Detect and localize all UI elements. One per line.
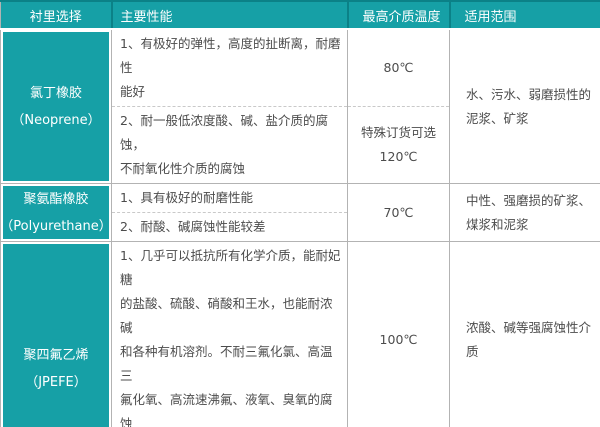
lining-cell-polyurethane: 聚氨酯橡胶 （Polyurethane） — [0, 183, 112, 242]
range-cell: 中性、强磨损的矿浆、 煤浆和泥浆 — [449, 183, 600, 242]
performance-cell: 2、耐酸、碱腐蚀性能较差 — [111, 212, 348, 242]
header-cell-performance: 主要性能 — [110, 0, 348, 30]
table-row: 2、耐酸、碱腐蚀性能较差 — [1, 212, 600, 242]
range-cell: 水、污水、弱磨损性的 泥浆、矿浆 — [449, 29, 600, 184]
performance-cell: 1、几乎可以抵抗所有化学介质，能耐妃糖 的盐酸、硫酸、硝酸和王水，也能耐浓碱 和… — [111, 241, 348, 427]
lining-cell-ptfe: 聚四氟乙烯 （JPEFE） — [0, 241, 112, 427]
performance-cell: 2、耐一般低浓度酸、碱、盐介质的腐蚀， 不耐氧化性介质的腐蚀 — [111, 106, 348, 184]
lining-cell-neoprene: 氯丁橡胶 （Neoprene） — [0, 29, 112, 184]
header-cell-max-temperature: 最高介质温度 — [346, 0, 450, 30]
lining-name: 氯丁橡胶 （Neoprene） — [3, 32, 109, 181]
temperature-cell: 80℃ — [347, 29, 450, 107]
temperature-cell: 100℃ — [347, 241, 450, 427]
lining-name: 聚四氟乙烯 （JPEFE） — [3, 244, 109, 427]
header-cell-lining: 衬里选择 — [0, 0, 112, 30]
temperature-cell: 特殊订货可选 120℃ — [347, 106, 450, 184]
table-row: 聚氨酯橡胶 （Polyurethane） 1、具有极好的耐磨性能 70℃ 中性、… — [0, 183, 600, 242]
range-cell: 浓酸、碱等强腐蚀性介 质 — [449, 241, 600, 427]
performance-cell: 1、具有极好的耐磨性能 — [111, 183, 348, 213]
temperature-cell: 70℃ — [347, 183, 450, 242]
table-row: 2、耐一般低浓度酸、碱、盐介质的腐蚀， 不耐氧化性介质的腐蚀 特殊订货可选 12… — [1, 106, 600, 184]
header-cell-applicable-range: 适用范围 — [448, 0, 600, 30]
table-row: 氯丁橡胶 （Neoprene） 1、有极好的弹性，高度的扯断离，耐磨性 能好 8… — [0, 29, 600, 184]
table-header-row: 衬里选择 主要性能 最高介质温度 适用范围 — [0, 0, 600, 30]
lining-name: 聚氨酯橡胶 （Polyurethane） — [0, 186, 112, 239]
table-row: 聚四氟乙烯 （JPEFE） 1、几乎可以抵抗所有化学介质，能耐妃糖 的盐酸、硫酸… — [0, 241, 600, 427]
performance-cell: 1、有极好的弹性，高度的扯断离，耐磨性 能好 — [111, 29, 348, 107]
